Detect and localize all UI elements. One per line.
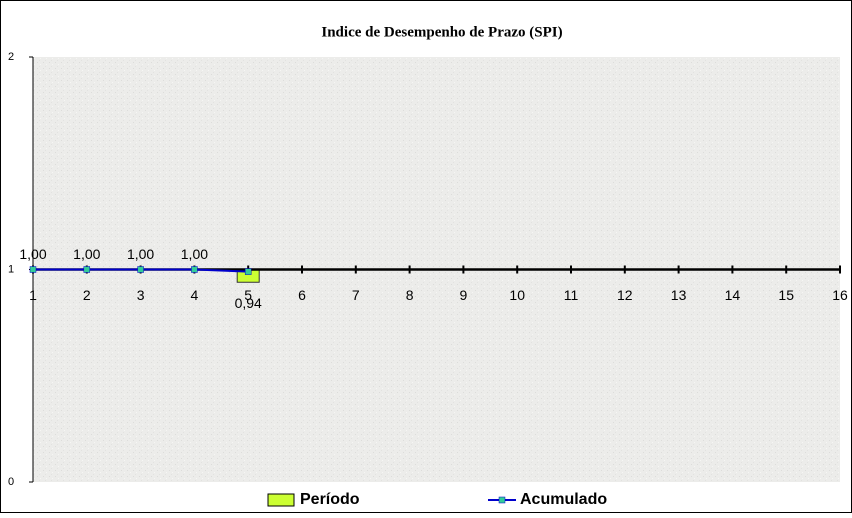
marker [244,268,252,275]
legend-label: Acumulado [520,491,607,508]
data-label: 1,00 [73,246,100,262]
x-tick-label: 10 [509,287,525,303]
x-tick-label: 1 [29,287,37,303]
marker [137,266,144,273]
x-tick-label: 6 [298,287,306,303]
x-tick-label: 4 [191,287,199,303]
x-tick-label: 8 [406,287,414,303]
data-label: 1,00 [181,246,208,262]
data-label: 1,00 [127,246,154,262]
y-tick-label: 2 [8,51,14,63]
x-tick-label: 11 [564,287,579,303]
data-label: 1,00 [19,246,46,262]
marker [191,266,198,273]
x-tick-label: 13 [671,287,687,303]
x-tick-label: 9 [460,287,468,303]
y-tick-label: 0 [8,476,14,488]
x-tick-label: 7 [352,287,360,303]
x-tick-label: 5 [244,287,252,303]
data-label: 0,94 [235,295,262,311]
x-tick-label: 16 [832,287,848,303]
x-tick-label: 2 [83,287,91,303]
x-tick-label: 12 [617,287,633,303]
legend-swatch [267,493,295,507]
x-tick-label: 3 [137,287,145,303]
chart-title: Indice de Desempenho de Prazo (SPI) [321,24,562,40]
marker [29,266,37,273]
x-tick-label: 14 [725,287,741,303]
marker [83,266,91,273]
legend-label: Período [300,491,360,508]
y-tick-label: 1 [8,263,14,275]
legend-marker [498,496,506,504]
x-tick-label: 15 [778,287,794,303]
